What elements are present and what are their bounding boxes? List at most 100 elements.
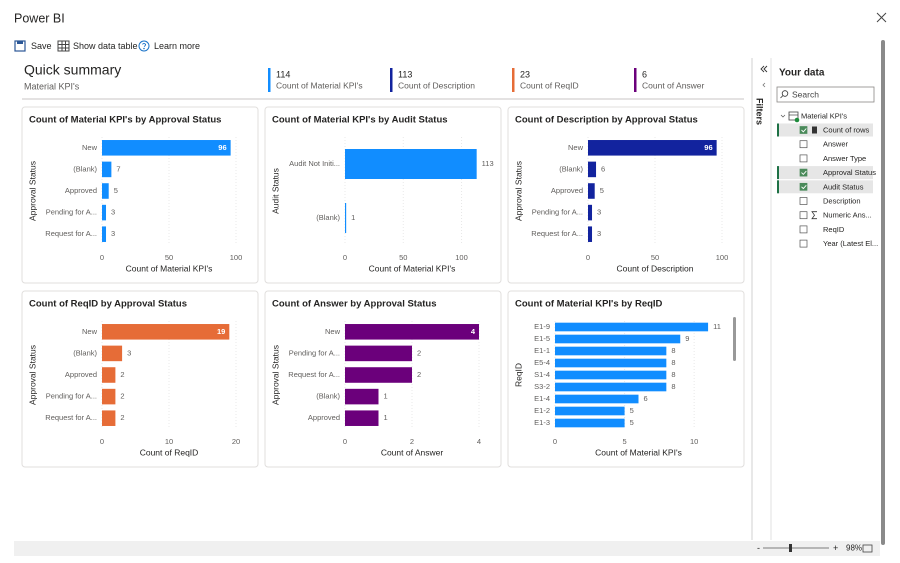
- field-label[interactable]: Year (Latest El...: [823, 239, 878, 248]
- chart-title: Count of Material KPI's by ReqID: [515, 299, 663, 310]
- y-tick-label: E1-9: [534, 322, 550, 331]
- field-row[interactable]: Audit Status: [777, 180, 873, 194]
- bar: [102, 345, 123, 362]
- field-row[interactable]: Numeric Ans...: [799, 211, 872, 220]
- field-checkbox[interactable]: [799, 126, 808, 134]
- data-label: 1: [384, 392, 388, 401]
- data-label: 3: [111, 208, 115, 217]
- data-label: 96: [218, 143, 226, 152]
- y-tick-label: Approved: [65, 186, 97, 195]
- y-tick-label: E1-3: [534, 418, 550, 427]
- show-data-table-label[interactable]: Show data table: [73, 41, 138, 51]
- bar: [555, 346, 667, 356]
- data-pane-title: Your data: [779, 68, 825, 79]
- summary-subtitle: Material KPI's: [24, 81, 80, 91]
- save-label[interactable]: Save: [31, 41, 52, 51]
- y-axis-label: Audit Status: [270, 168, 280, 214]
- field-checkbox[interactable]: [799, 211, 808, 220]
- learn-more-button[interactable]: Learn more: [138, 40, 200, 52]
- field-label[interactable]: Answer Type: [823, 154, 866, 163]
- field-row[interactable]: Description: [799, 196, 861, 205]
- field-checkbox[interactable]: [799, 182, 808, 191]
- search-box[interactable]: [776, 86, 875, 103]
- bar: [102, 140, 231, 156]
- field-row[interactable]: ReqID: [799, 225, 845, 234]
- checkmark: [801, 128, 807, 133]
- bar: [588, 140, 717, 156]
- y-tick-label: E1-1: [534, 346, 550, 355]
- bar: [345, 149, 477, 179]
- x-axis-label: Count of Material KPI's: [595, 447, 682, 457]
- field-label[interactable]: Count of rows: [823, 125, 870, 134]
- field-label[interactable]: Numeric Ans...: [823, 211, 872, 220]
- data-label: 5: [114, 186, 118, 195]
- table-name[interactable]: Material KPI's: [801, 111, 847, 120]
- bar: [102, 204, 107, 221]
- filters-pane-toggle[interactable]: Filters: [755, 65, 768, 125]
- field-checkbox[interactable]: [799, 239, 808, 248]
- close-button[interactable]: [876, 12, 887, 23]
- field-label[interactable]: Audit Status: [823, 182, 864, 191]
- field-checkbox[interactable]: [799, 154, 808, 163]
- field-checkbox[interactable]: [799, 197, 808, 205]
- zoom-level: 98%: [846, 544, 862, 553]
- data-label: 2: [120, 413, 124, 422]
- visual-scrollbar[interactable]: [733, 317, 736, 361]
- show-data-table-button[interactable]: Show data table: [57, 40, 138, 52]
- field-row[interactable]: Answer: [799, 140, 849, 149]
- zoom-out[interactable]: -: [757, 543, 760, 553]
- field-label[interactable]: Approval Status: [823, 168, 876, 177]
- field-checkbox[interactable]: [799, 168, 808, 177]
- field-label[interactable]: Description: [823, 196, 861, 205]
- card-value: 6: [642, 69, 647, 79]
- x-tick-label: 100: [716, 253, 729, 262]
- y-tick-label: E1-4: [534, 394, 550, 403]
- data-label: 3: [597, 229, 601, 238]
- sigma-icon: [811, 211, 817, 220]
- field-row[interactable]: Count of rows: [777, 123, 873, 137]
- card-label: Count of Material KPI's: [276, 80, 363, 90]
- save-button[interactable]: Save: [14, 40, 52, 52]
- card-value: 114: [276, 69, 290, 79]
- bar: [345, 324, 479, 340]
- x-tick-label: 0: [100, 437, 104, 446]
- x-tick-label: 100: [455, 253, 468, 262]
- x-tick-label: 50: [165, 253, 173, 262]
- visual-container: [21, 106, 259, 284]
- x-axis-label: Count of Answer: [381, 447, 444, 457]
- page-scrollbar[interactable]: [881, 40, 885, 545]
- table-node[interactable]: Material KPI's: [780, 111, 847, 123]
- filters-label[interactable]: Filters: [755, 98, 765, 125]
- card-value: 113: [398, 69, 412, 79]
- bar: [555, 334, 681, 344]
- bar: [345, 410, 379, 426]
- card-accent: [390, 68, 393, 92]
- y-tick-label: Pending for A...: [532, 208, 583, 217]
- x-tick-label: 50: [651, 253, 659, 262]
- bar: [102, 367, 116, 383]
- fit-to-page[interactable]: [862, 544, 873, 553]
- y-tick-label: (Blank): [316, 392, 340, 401]
- field-label[interactable]: Answer: [823, 140, 849, 149]
- field-checkbox[interactable]: [799, 225, 808, 234]
- bar: [102, 388, 116, 405]
- bar: [345, 367, 412, 383]
- x-tick-label: 2: [410, 437, 414, 446]
- field-row[interactable]: Answer Type: [799, 154, 866, 163]
- zoom-in[interactable]: +: [833, 543, 838, 553]
- y-axis-label: Approval Status: [513, 161, 523, 221]
- field-checkbox[interactable]: [799, 140, 808, 149]
- data-label: 2: [417, 370, 421, 379]
- zoom-slider-thumb[interactable]: [789, 544, 792, 552]
- field-row[interactable]: Approval Status: [777, 166, 876, 180]
- field-row[interactable]: Year (Latest El...: [799, 239, 878, 248]
- y-tick-label: (Blank): [316, 213, 340, 222]
- data-label: 4: [471, 327, 476, 336]
- data-label: 5: [630, 418, 634, 427]
- field-label[interactable]: ReqID: [823, 225, 845, 234]
- learn-more-label[interactable]: Learn more: [154, 41, 200, 51]
- x-axis-label: Count of Description: [616, 263, 693, 273]
- data-label: 3: [127, 348, 131, 357]
- y-tick-label: Pending for A...: [289, 348, 340, 357]
